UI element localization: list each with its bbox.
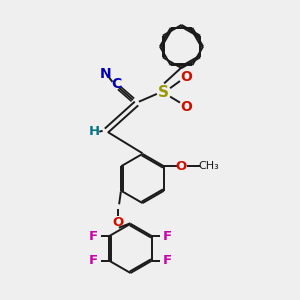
Text: O: O xyxy=(180,100,192,114)
Text: O: O xyxy=(180,70,192,84)
Text: C: C xyxy=(111,77,121,91)
Text: F: F xyxy=(89,230,98,243)
Text: CH₃: CH₃ xyxy=(198,161,219,171)
Text: F: F xyxy=(89,254,98,267)
Text: O: O xyxy=(112,216,124,229)
Text: S: S xyxy=(158,85,169,100)
Text: O: O xyxy=(176,160,187,173)
Text: F: F xyxy=(163,254,172,267)
Text: F: F xyxy=(163,230,172,243)
Text: N: N xyxy=(100,67,111,81)
Text: H: H xyxy=(88,125,100,139)
